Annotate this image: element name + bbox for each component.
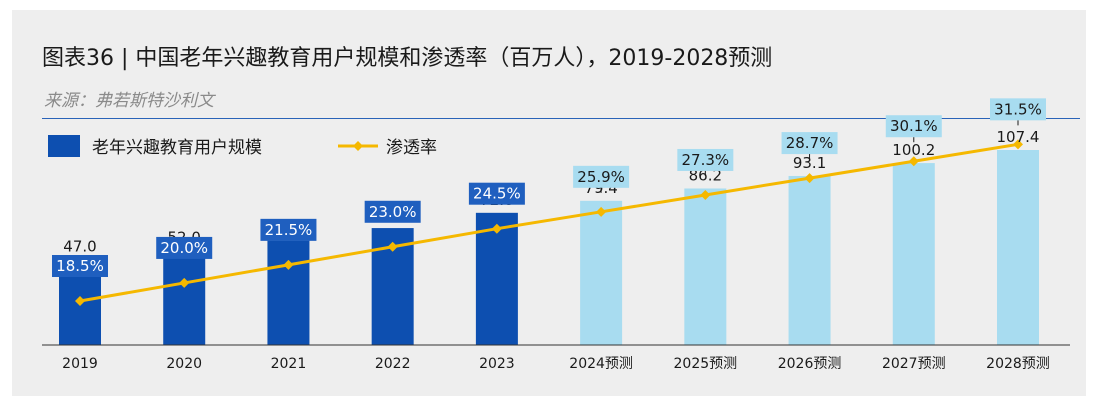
rate-point	[908, 156, 919, 167]
x-tick-label: 2020	[166, 356, 202, 372]
x-tick-label: 2023	[479, 356, 515, 372]
bar-value-label: 107.4	[997, 128, 1040, 146]
x-tick-label: 2019	[62, 356, 98, 372]
legend-bar-label: 老年兴趣教育用户规模	[92, 138, 262, 158]
bar-2021	[267, 240, 310, 345]
bar-2025预测	[684, 188, 727, 345]
rate-label-box	[260, 218, 317, 241]
rate-point	[804, 173, 815, 184]
legend: 老年兴趣教育用户规模 渗透率	[48, 135, 437, 158]
rate-point	[596, 206, 607, 217]
bar-2024预测	[580, 200, 623, 345]
rate-point	[283, 259, 294, 270]
rate-value-label: 18.5%	[56, 257, 104, 275]
rate-value-label: 30.1%	[890, 117, 938, 135]
x-tick-label: 2026预测	[778, 356, 842, 372]
rate-label-box	[573, 165, 630, 188]
rate-label-box	[781, 132, 838, 155]
labels: 47.0201952.0202057.5202164.4202272.82023…	[52, 98, 1050, 372]
title-divider	[42, 118, 1080, 119]
bar-2028预测	[997, 150, 1039, 345]
rate-point	[491, 223, 502, 234]
bar-2020	[163, 250, 206, 345]
rate-point	[75, 296, 85, 306]
x-tick-label: 2027预测	[882, 356, 946, 372]
rate-label-box	[885, 115, 942, 138]
rate-label-box	[156, 236, 213, 259]
rate-label-box	[364, 200, 421, 223]
rate-point	[1013, 139, 1023, 150]
chart-source: 来源：弗若斯特沙利文	[44, 91, 214, 111]
rate-label-box	[990, 98, 1046, 121]
rate-value-label: 31.5%	[994, 100, 1042, 118]
bar-value-label: 93.1	[793, 154, 826, 172]
rate-label-box	[52, 255, 108, 277]
rate-point	[700, 189, 711, 200]
rate-value-label: 24.5%	[473, 185, 521, 203]
rate-value-label: 27.3%	[682, 151, 730, 169]
bar-2023	[475, 212, 518, 345]
rate-label-box	[468, 182, 525, 205]
x-tick-label: 2028预测	[986, 356, 1050, 372]
x-tick-label: 2024预测	[569, 356, 633, 372]
rate-value-label: 23.0%	[369, 203, 417, 221]
bar-2027预测	[892, 163, 935, 345]
chart-title: 图表36 | 中国老年兴趣教育用户规模和渗透率（百万人），2019-2028预测	[42, 46, 773, 71]
bar-2026预测	[788, 175, 831, 345]
x-tick-label: 2025预测	[674, 356, 738, 372]
x-tick-label: 2022	[375, 356, 411, 372]
rate-line	[79, 142, 1019, 303]
x-tick-label: 2021	[271, 356, 307, 372]
rate-value-label: 25.9%	[577, 168, 625, 186]
rate-label-box	[677, 148, 734, 171]
legend-bar-swatch	[48, 135, 80, 157]
legend-line-marker	[353, 141, 363, 151]
rate-value-label: 20.0%	[160, 239, 208, 257]
rate-value-label: 21.5%	[265, 221, 313, 239]
bar-value-label: 47.0	[63, 238, 96, 256]
rate-point	[179, 277, 190, 288]
rate-line-layer	[75, 139, 1023, 306]
rate-point	[387, 241, 398, 252]
bar-value-label: 100.2	[892, 141, 935, 159]
rate-value-label: 28.7%	[786, 134, 834, 152]
legend-line-label: 渗透率	[386, 138, 437, 158]
